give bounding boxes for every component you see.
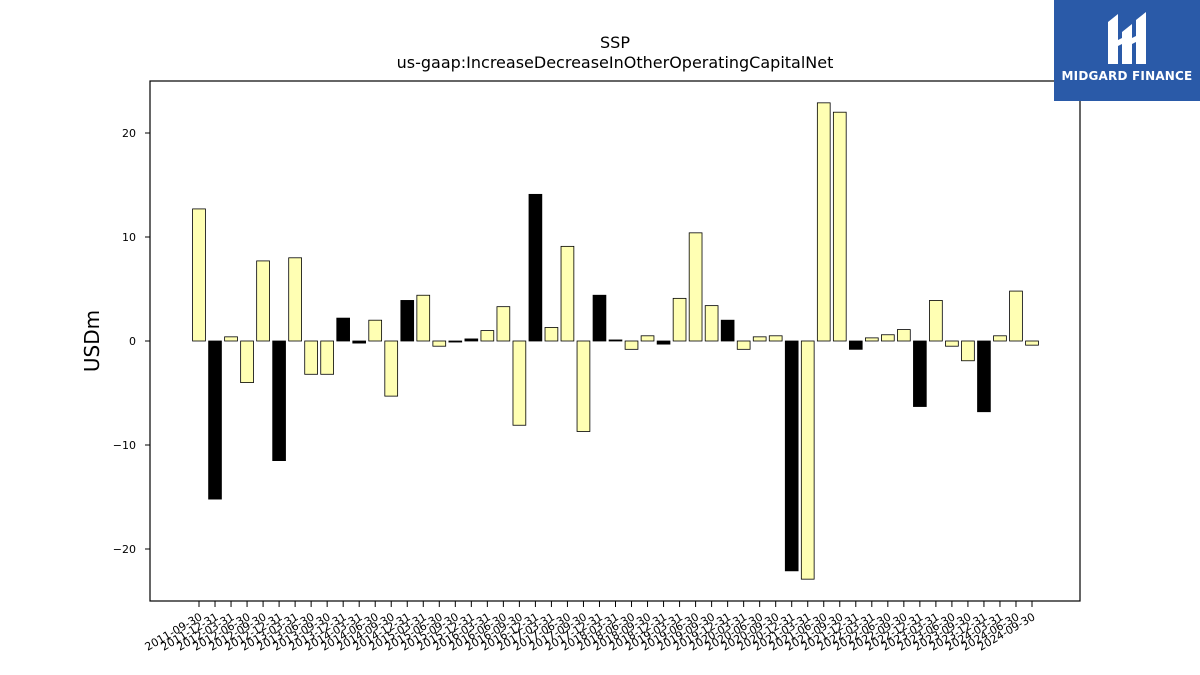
- y-tick-label: 0: [129, 335, 136, 348]
- bar-2018-03-31: [608, 339, 623, 342]
- y-ticks-group: −20 −10 0 10 20: [113, 127, 150, 556]
- bar-2011-12-31: [208, 340, 222, 500]
- bar-2020-12-31: [784, 340, 799, 572]
- chart-title: SSP: [600, 33, 630, 52]
- bar-2013-12-31: [336, 317, 350, 342]
- bar-2019-12-31: [720, 319, 735, 342]
- bar-2011-09-30: [192, 208, 206, 342]
- bar-2017-03-31: [544, 327, 559, 342]
- bars-group: [192, 102, 1039, 580]
- bar-2018-09-30: [640, 335, 655, 342]
- bar-2015-03-31: [416, 294, 431, 342]
- bar-2022-09-30: [897, 329, 911, 342]
- y-tick-label: 20: [122, 127, 136, 140]
- y-axis-label: USDm: [80, 310, 104, 372]
- bar-2014-06-30: [368, 319, 383, 342]
- brand-logo-box: MIDGARD FINANCE: [1054, 0, 1200, 101]
- bar-2024-06-30: [1009, 290, 1023, 342]
- bar-2019-03-31: [672, 297, 687, 342]
- bar-2013-09-30: [320, 340, 334, 375]
- bar-2015-12-31: [464, 338, 479, 342]
- bar-2018-12-31: [656, 340, 671, 345]
- bar-2014-12-31: [400, 300, 415, 342]
- bar-2012-06-30: [240, 340, 254, 383]
- bar-2017-06-30: [560, 245, 575, 342]
- chart-subtitle: us-gaap:IncreaseDecreaseInOtherOperating…: [397, 53, 834, 72]
- bar-2020-09-30: [768, 335, 783, 342]
- bar-2020-03-31: [736, 340, 751, 350]
- bar-2021-06-30: [816, 102, 831, 342]
- bar-2016-03-31: [480, 330, 495, 342]
- bar-2021-12-31: [848, 340, 863, 350]
- plot-frame: [149, 80, 1081, 602]
- bar-2023-06-30: [945, 340, 959, 347]
- bar-2022-12-31: [913, 340, 927, 407]
- bar-2024-09-30: [1025, 340, 1039, 346]
- bar-2015-09-30: [448, 340, 463, 343]
- bar-2018-06-30: [624, 340, 639, 350]
- bar-2021-03-31: [800, 340, 815, 580]
- bar-2019-06-30: [688, 232, 703, 342]
- bar-2016-06-30: [496, 306, 511, 342]
- bar-2017-12-31: [592, 294, 607, 342]
- bar-2013-03-31: [288, 257, 302, 342]
- bar-2024-03-31: [993, 335, 1007, 342]
- bar-2017-09-30: [576, 340, 591, 432]
- y-tick-label: 10: [122, 231, 136, 244]
- bar-2016-09-30: [512, 340, 527, 426]
- bar-2012-12-31: [272, 340, 286, 461]
- bar-2022-06-30: [881, 334, 895, 342]
- bar-2020-06-30: [752, 336, 767, 342]
- y-tick-label: −20: [113, 543, 136, 556]
- brand-name: MIDGARD FINANCE: [1061, 69, 1193, 83]
- bar-2021-09-30: [832, 111, 847, 342]
- bar-2013-06-30: [304, 340, 318, 375]
- bar-2023-12-31: [977, 340, 991, 413]
- x-ticks-group: 2011-09-302011-12-312012-03-312012-06-30…: [143, 601, 1038, 654]
- bar-2019-09-30: [704, 305, 719, 342]
- bar-2016-12-31: [528, 193, 543, 342]
- bar-2023-03-31: [929, 300, 943, 342]
- bar-2014-09-30: [384, 340, 399, 397]
- bar-2022-03-31: [865, 337, 879, 342]
- bar-2015-06-30: [432, 340, 447, 347]
- bar-2023-09-30: [961, 340, 975, 362]
- midgard-logo-icon: [1108, 12, 1146, 64]
- y-tick-label: −10: [113, 439, 136, 452]
- bar-2012-09-30: [256, 260, 270, 342]
- bar-2014-03-31: [352, 340, 366, 344]
- bar-2012-03-31: [224, 336, 238, 342]
